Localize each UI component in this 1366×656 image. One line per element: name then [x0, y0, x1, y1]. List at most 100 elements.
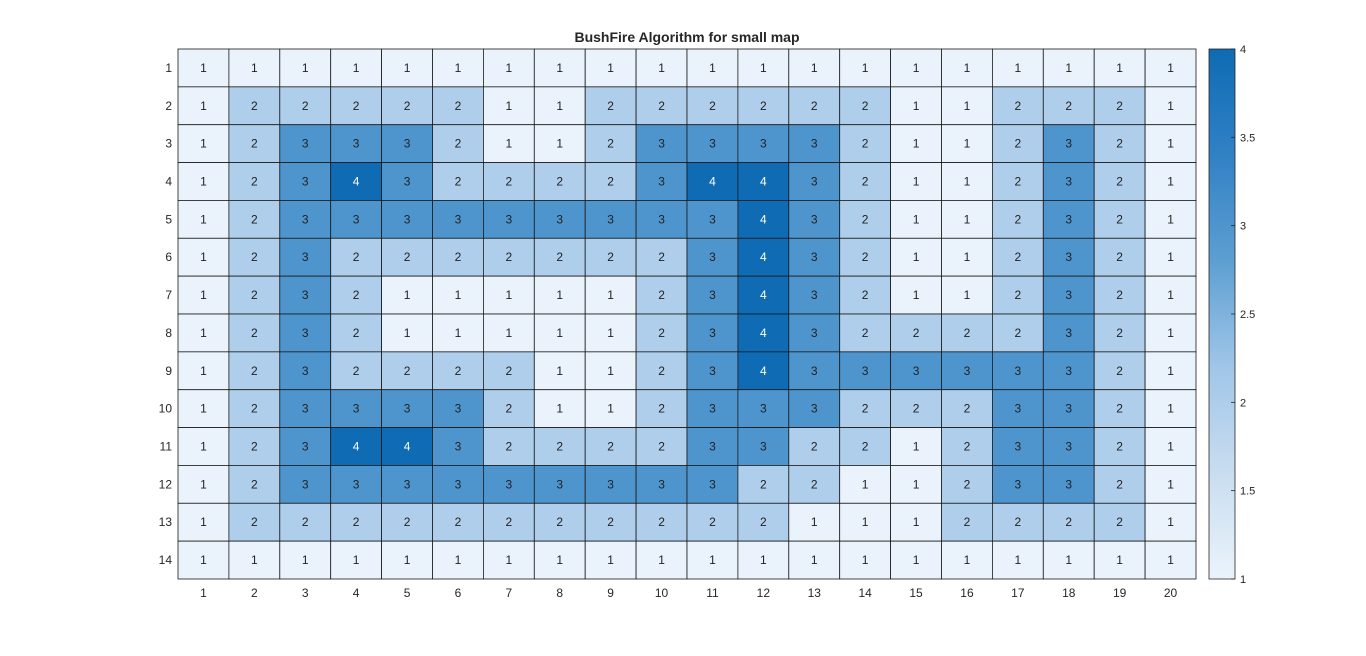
- heatmap-cell: [788, 237, 841, 277]
- heatmap-cell: [533, 124, 586, 163]
- cell-value-label: 2: [404, 250, 411, 264]
- heatmap-cell: [279, 351, 332, 391]
- cell-value-label: 2: [1116, 477, 1123, 491]
- cell-value-label: 1: [556, 61, 563, 75]
- heatmap-cell: [737, 465, 790, 504]
- cell-value-label: 2: [760, 477, 767, 491]
- heatmap-cell: [1093, 237, 1146, 277]
- cell-value-label: 2: [251, 364, 258, 378]
- cell-value-label: 3: [506, 477, 513, 491]
- heatmap-cell: [1144, 237, 1197, 277]
- cell-value-label: 2: [506, 250, 513, 264]
- cell-value-label: 1: [506, 137, 513, 151]
- colorbar-tick-label: 2: [1240, 397, 1246, 409]
- heatmap-cell: [788, 427, 841, 466]
- cell-value-label: 3: [658, 212, 665, 226]
- heatmap-cell: [1093, 502, 1146, 542]
- heatmap-cell: [941, 502, 993, 542]
- heatmap-cell: [584, 162, 637, 201]
- heatmap-cell: [941, 540, 993, 580]
- heatmap-cell: [177, 162, 230, 201]
- cell-value-label: 2: [455, 364, 462, 378]
- cell-value-label: 2: [1015, 99, 1022, 113]
- cell-value-label: 1: [200, 515, 207, 529]
- cell-value-label: 2: [1015, 212, 1022, 226]
- heatmap-cell: [839, 124, 892, 163]
- heatmap-cell: [635, 465, 688, 504]
- cell-value-label: 1: [964, 99, 971, 113]
- heatmap-cell: [533, 427, 586, 466]
- y-tick-label: 10: [159, 402, 173, 416]
- heatmap-cell: [482, 389, 535, 428]
- cell-value-label: 1: [760, 61, 767, 75]
- cell-value-label: 3: [1065, 477, 1072, 491]
- heatmap-cell: [1093, 200, 1146, 239]
- cell-value-label: 2: [658, 326, 665, 340]
- heatmap-cell: [228, 237, 281, 277]
- cell-value-label: 2: [658, 515, 665, 529]
- colorbar-tick-label: 4: [1240, 44, 1246, 56]
- heatmap-cell: [482, 237, 535, 277]
- heatmap-cell: [737, 162, 790, 201]
- cell-value-label: 1: [1167, 99, 1174, 113]
- cell-value-label: 1: [964, 250, 971, 264]
- cell-value-label: 1: [506, 99, 513, 113]
- cell-value-label: 1: [913, 175, 920, 189]
- heatmap-cell: [177, 200, 230, 239]
- colorbar: 1 1.5 2 2.5 3 3.5 4: [1208, 44, 1255, 586]
- cell-value-label: 1: [200, 364, 207, 378]
- cell-value-label: 1: [964, 288, 971, 302]
- heatmap-cell: [584, 502, 637, 542]
- heatmap-cell: [890, 465, 942, 504]
- heatmap-cell: [941, 162, 993, 201]
- heatmap-cells: [177, 48, 1197, 580]
- cell-value-label: 2: [1116, 175, 1123, 189]
- heatmap-cell: [432, 124, 484, 163]
- cell-value-label: 1: [556, 288, 563, 302]
- cell-value-label: 3: [556, 212, 563, 226]
- cell-value-label: 2: [862, 212, 869, 226]
- cell-value-label: 1: [862, 515, 869, 529]
- x-tick-label: 18: [1062, 586, 1076, 600]
- cell-value-label: 1: [251, 61, 258, 75]
- colorbar-tick-label: 1: [1240, 574, 1246, 586]
- cell-value-label: 1: [556, 553, 563, 567]
- cell-value-label: 1: [200, 175, 207, 189]
- cell-value-label: 3: [811, 288, 818, 302]
- heatmap-cell: [432, 465, 484, 504]
- heatmap-cell: [941, 237, 993, 277]
- cell-value-label: 4: [760, 250, 767, 264]
- cell-value-label: 1: [964, 175, 971, 189]
- cell-value-label: 1: [709, 553, 716, 567]
- heatmap-cell: [177, 275, 230, 315]
- heatmap-cell: [381, 540, 433, 580]
- cell-value-label: 2: [862, 175, 869, 189]
- heatmap-cell: [635, 48, 688, 88]
- cell-value-label: 1: [200, 99, 207, 113]
- heatmap-cell: [737, 540, 790, 580]
- heatmap-cell: [533, 275, 586, 315]
- heatmap-cell: [533, 389, 586, 428]
- heatmap-cell: [1042, 351, 1095, 391]
- heatmap-cell: [1144, 427, 1197, 466]
- cell-value-label: 3: [658, 477, 665, 491]
- cell-value-label: 2: [964, 477, 971, 491]
- x-tick-label: 9: [607, 586, 614, 600]
- heatmap-cell: [1093, 48, 1146, 88]
- cell-value-label: 3: [811, 212, 818, 226]
- heatmap-cell: [482, 427, 535, 466]
- cell-value-label: 2: [1015, 326, 1022, 340]
- cell-value-label: 3: [404, 212, 411, 226]
- cell-value-label: 1: [1167, 553, 1174, 567]
- heatmap-cell: [635, 237, 688, 277]
- cell-value-label: 2: [302, 515, 309, 529]
- heatmap-cell: [839, 48, 892, 88]
- heatmap-cell: [228, 200, 281, 239]
- heatmap-cell: [1042, 275, 1095, 315]
- heatmap-cell: [839, 389, 892, 428]
- y-tick-label: 8: [165, 326, 172, 340]
- x-tick-label: 16: [960, 586, 974, 600]
- heatmap-cell: [992, 502, 1044, 542]
- cell-value-label: 3: [302, 364, 309, 378]
- x-axis-tick-labels: 1 2 3 4 5 6 7 8 9 10 11 12 13 14 15 16 17 18 19 20: [200, 586, 1177, 600]
